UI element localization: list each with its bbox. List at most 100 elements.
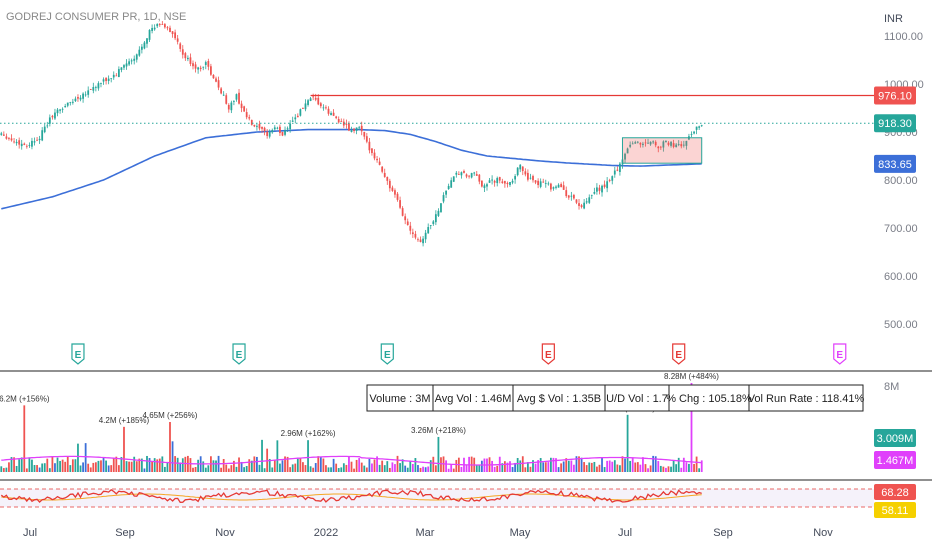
candle-body [542, 181, 545, 183]
earnings-marker[interactable]: E [833, 343, 847, 365]
volume-bar [470, 456, 473, 472]
volume-bar [616, 464, 619, 472]
volume-bar [598, 464, 601, 472]
volume-bar [675, 464, 678, 472]
volume-bar [396, 455, 399, 472]
candle-body [376, 158, 378, 161]
volume-bar [608, 460, 611, 472]
candle-body [66, 102, 69, 106]
candle-body [483, 185, 486, 189]
price-axis[interactable]: 1100.001000.00900.00800.00700.00600.0050… [874, 31, 924, 331]
time-tick-label: Mar [416, 527, 435, 539]
volume-bar [31, 459, 33, 472]
volume-bar [659, 465, 662, 472]
volume-bar [575, 456, 578, 472]
candle-body [386, 177, 389, 181]
volume-bar [2, 468, 5, 472]
candle-body [110, 78, 113, 80]
candle-body [181, 49, 184, 55]
chart-title: GODREJ CONSUMER PR, 1D, NSE [6, 11, 186, 23]
candle-body [639, 142, 642, 145]
candle-body [565, 190, 568, 197]
volume-bar [302, 462, 304, 472]
candle-body [445, 190, 447, 195]
volume-bar [670, 466, 672, 472]
candle-body [48, 117, 51, 124]
volume-bar [695, 456, 698, 472]
volume-bar [647, 468, 649, 472]
volume-bar [79, 465, 82, 472]
candle-body [166, 27, 169, 29]
volume-bar [478, 464, 481, 472]
candle-body [71, 101, 74, 103]
volume-pane[interactable]: 8M 6.2M (+156%) 4.2M (+185%)4.65M (+256%) 2… [0, 372, 916, 472]
volume-bar [519, 460, 522, 472]
volume-bar [406, 467, 409, 472]
candle-body [606, 181, 609, 189]
volume-bar [342, 463, 345, 472]
volume-bar [634, 462, 637, 472]
volume-bar [371, 463, 373, 472]
candle-body [475, 174, 478, 176]
candle-body [79, 97, 82, 100]
candle-body [524, 171, 527, 175]
earnings-label: E [75, 350, 82, 361]
candle-body [163, 24, 166, 28]
earnings-marker[interactable]: E [71, 343, 85, 365]
volume-bar [130, 461, 133, 472]
candle-body [281, 131, 284, 136]
candle-body [250, 120, 253, 125]
candle-body [330, 113, 332, 115]
volume-bar [135, 461, 138, 472]
volume-bar [532, 460, 534, 472]
volume-bar [363, 465, 366, 472]
volume-bar [225, 464, 228, 472]
candle-body [192, 63, 194, 67]
volume-bar [465, 464, 468, 472]
candle-body [148, 29, 151, 40]
earnings-marker[interactable]: E [672, 343, 686, 365]
candle-body [388, 180, 391, 189]
candle-body [156, 24, 159, 27]
volume-bar [294, 463, 297, 472]
candle-body [217, 80, 220, 88]
volume-bar [590, 462, 593, 472]
rsi-pane[interactable]: 68.28 58.11 [0, 484, 916, 518]
volume-bar [378, 464, 381, 472]
earnings-marker[interactable]: E [232, 343, 246, 365]
volume-bar [151, 461, 153, 472]
volume-bar [240, 461, 243, 472]
volume-bar [296, 458, 299, 472]
volume-bar [383, 465, 386, 472]
price-pane[interactable] [0, 21, 874, 247]
candle-body [406, 221, 409, 226]
earnings-marker[interactable]: E [541, 343, 555, 365]
price-tick-label: 800.00 [884, 175, 918, 187]
candle-body [319, 103, 322, 107]
volume-bar [204, 467, 207, 472]
time-tick-label: Sep [115, 527, 135, 539]
earnings-marker[interactable]: E [380, 343, 394, 365]
volume-bar [613, 460, 616, 472]
candle-body [143, 42, 146, 49]
candle-body [368, 141, 371, 151]
volume-bar [146, 455, 148, 472]
volume-average-line [1, 455, 702, 466]
candle-body [276, 127, 279, 129]
volume-bar [286, 456, 289, 472]
candle-body [225, 95, 228, 104]
volume-bar [654, 456, 657, 472]
candle-body [128, 61, 130, 65]
volume-bar [84, 443, 87, 472]
volume-badge-label: 3.009M [877, 433, 914, 445]
time-axis[interactable]: Jul Sep Nov 2022 Mar May Jul Sep Nov [23, 527, 833, 539]
candle-body [299, 109, 302, 116]
price-badge-label: 976.10 [878, 90, 912, 102]
candle-body [675, 144, 678, 148]
earnings-shape [232, 343, 246, 365]
volume-bar [565, 458, 568, 472]
candle-body [478, 174, 481, 182]
candle-body [294, 117, 297, 120]
